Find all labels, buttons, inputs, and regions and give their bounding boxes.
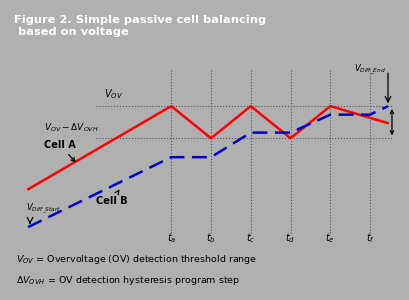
Text: $t_d$: $t_d$ [285, 232, 295, 245]
Text: Cell A: Cell A [44, 140, 76, 162]
Text: $t_a$: $t_a$ [166, 232, 175, 245]
Text: $t_b$: $t_b$ [206, 232, 216, 245]
Text: $t_e$: $t_e$ [325, 232, 335, 245]
Text: $V_{OV}$ = Overvoltage (OV) detection threshold range: $V_{OV}$ = Overvoltage (OV) detection th… [16, 253, 257, 266]
Text: Cell B: Cell B [95, 190, 127, 206]
Text: $V_{Diff\_End}$: $V_{Diff\_End}$ [353, 63, 385, 77]
Text: $t_c$: $t_c$ [245, 232, 255, 245]
Text: $\Delta V_{OVH}$ = OV detection hysteresis program step: $\Delta V_{OVH}$ = OV detection hysteres… [16, 274, 240, 287]
Text: $V_{OV}$: $V_{OV}$ [103, 88, 122, 101]
Text: $V_{OV} - \Delta V_{OVH}$: $V_{OV} - \Delta V_{OVH}$ [44, 122, 99, 134]
Text: $V_{Diff\_Start}$: $V_{Diff\_Start}$ [26, 201, 61, 216]
Text: $t_f$: $t_f$ [365, 232, 374, 245]
Text: Figure 2. Simple passive cell balancing
 based on voltage: Figure 2. Simple passive cell balancing … [14, 15, 266, 37]
